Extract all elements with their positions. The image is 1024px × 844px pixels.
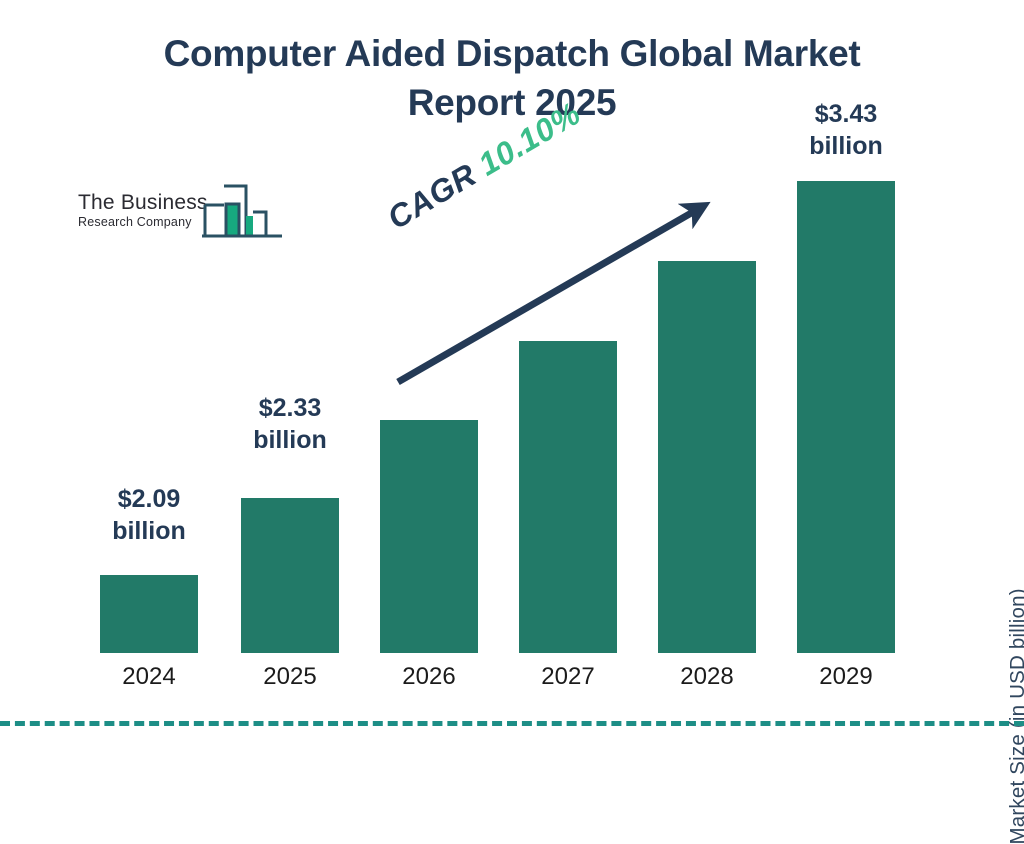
bar-2029 xyxy=(797,181,895,653)
tick-label-2024: 2024 xyxy=(122,663,176,690)
plot-area xyxy=(100,181,895,653)
logo-wordmark: The Business Research Company xyxy=(78,191,208,230)
logo-line-1: The Business xyxy=(78,191,208,214)
tick-label-2025: 2025 xyxy=(263,663,317,690)
value-label-2029: $3.43 billion xyxy=(809,100,883,160)
company-logo: The Business Research Company xyxy=(78,182,283,250)
bar-2028 xyxy=(658,261,756,653)
logo-line-2: Research Company xyxy=(78,215,192,230)
bar-2026 xyxy=(380,420,478,653)
value-label-2024: $2.09 billion xyxy=(112,485,186,545)
tick-label-2027: 2027 xyxy=(541,663,595,690)
bar-2024 xyxy=(100,575,198,653)
tick-label-2026: 2026 xyxy=(402,663,456,690)
bar-2027 xyxy=(519,341,617,653)
chart-figure: Computer Aided Dispatch Global Market Re… xyxy=(0,33,1024,844)
bar-chart-logo-mark xyxy=(202,184,282,238)
y-axis-title: Market Size (in USD billion) xyxy=(1006,588,1024,844)
bar-2025 xyxy=(241,498,339,653)
page-title: Computer Aided Dispatch Global Market Re… xyxy=(163,33,861,123)
value-label-2025: $2.33 billion xyxy=(253,394,327,454)
tick-label-2028: 2028 xyxy=(680,663,734,690)
tick-label-2029: 2029 xyxy=(819,663,873,690)
bottom-divider xyxy=(0,721,1024,726)
